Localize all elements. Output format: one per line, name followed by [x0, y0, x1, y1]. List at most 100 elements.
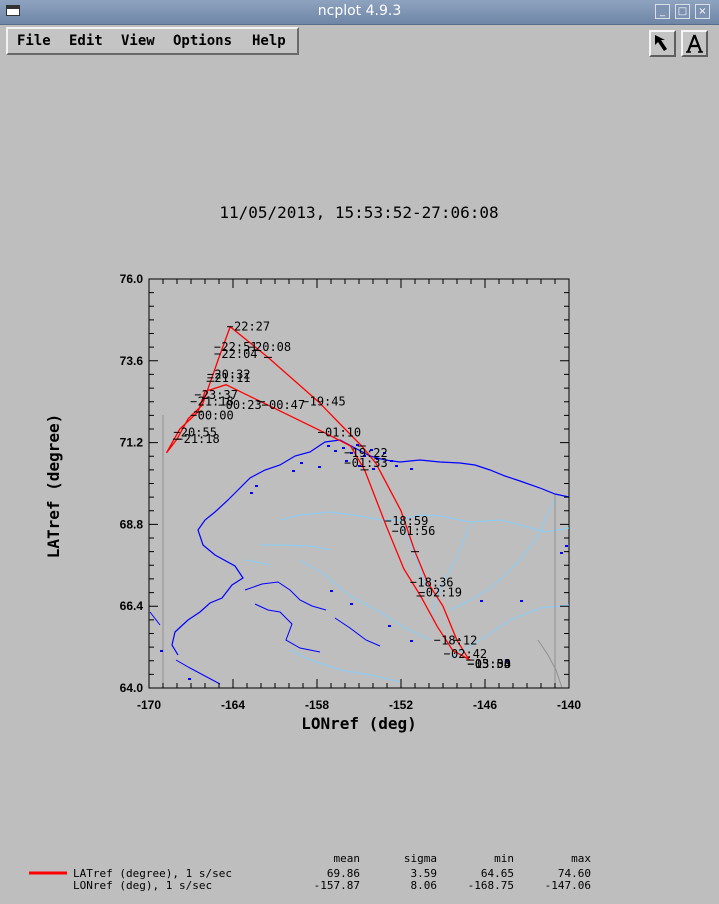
- window-menu-icon[interactable]: [6, 5, 20, 16]
- river-2: [449, 499, 555, 611]
- lake-4: [356, 444, 359, 446]
- lake-3: [350, 452, 353, 454]
- time-label: 20:55: [181, 425, 217, 439]
- time-label: 02:42: [451, 647, 487, 661]
- lake-26: [505, 660, 508, 662]
- track-line: [165, 325, 471, 662]
- legend-series-name: LONref (deg), 1 s/sec: [73, 879, 212, 892]
- maximize-icon[interactable]: □: [675, 4, 690, 19]
- time-label: 01:56: [399, 524, 435, 538]
- lake-0: [327, 445, 330, 447]
- lake-27: [565, 545, 568, 547]
- menu-edit[interactable]: Edit: [69, 33, 103, 49]
- lake-24: [388, 625, 391, 627]
- plot-frame: [148, 278, 570, 689]
- stats-value-max: 74.60: [558, 867, 591, 880]
- time-label: 21:18: [184, 432, 220, 446]
- lake-13: [395, 465, 398, 467]
- menu-options[interactable]: Options: [173, 33, 233, 49]
- river-1: [449, 604, 570, 659]
- coastline: [171, 439, 570, 656]
- lake-9: [390, 460, 393, 462]
- x-tick-label: -158: [305, 698, 329, 712]
- y-tick-label: 71.2: [120, 436, 144, 450]
- stats-header: sigma: [404, 852, 437, 865]
- stats-header: max: [571, 852, 591, 865]
- chart-title: 11/05/2013, 15:53:52-27:06:08: [219, 203, 498, 222]
- axes: -170 -164 -158 -152 -146 -140 64.0 66.4 68.8 71.2…: [120, 272, 582, 712]
- x-tick-label: -146: [473, 698, 497, 712]
- time-label: 01:33: [352, 456, 388, 470]
- time-label: 20:32: [214, 367, 250, 381]
- x-axis-label: LONref (deg): [301, 714, 417, 733]
- base-map: [149, 415, 570, 689]
- y-tick-label: 73.6: [120, 354, 144, 368]
- time-label: 22:04: [221, 347, 257, 361]
- lake-5: [363, 455, 366, 457]
- y-tick-label: 66.4: [120, 599, 144, 613]
- border-line-2: [537, 639, 563, 689]
- lake-23: [350, 603, 353, 605]
- time-label: 18:36: [417, 575, 453, 589]
- time-label: 23:37: [202, 388, 238, 402]
- menu-file[interactable]: File: [17, 33, 51, 49]
- menu-view[interactable]: View: [121, 33, 155, 49]
- lake-14: [410, 468, 413, 470]
- minimize-icon[interactable]: _: [655, 4, 670, 19]
- menu-bar: File Edit View Options Help: [6, 27, 299, 55]
- time-label: 18:59: [392, 514, 428, 528]
- lake-30: [188, 678, 191, 680]
- stats-header: min: [494, 852, 514, 865]
- lake-28: [560, 552, 563, 554]
- stats-value-sigma: 3.59: [411, 867, 438, 880]
- coastline-west: [149, 611, 221, 685]
- stats-value-sigma: 8.06: [411, 879, 438, 892]
- time-label: 03:03: [475, 657, 511, 671]
- x-tick-label: -152: [389, 698, 413, 712]
- stats-value-min: 64.65: [481, 867, 514, 880]
- lake-2: [342, 447, 345, 449]
- time-label: 03:30: [475, 657, 511, 671]
- lake-21: [480, 600, 483, 602]
- river-6: [429, 524, 471, 621]
- time-label: 00:00: [198, 408, 234, 422]
- time-label: 22:27: [234, 320, 270, 334]
- close-icon[interactable]: ×: [695, 4, 710, 19]
- pointer-tool-button[interactable]: [649, 30, 676, 57]
- y-tick-label: 76.0: [120, 272, 144, 286]
- river-5: [289, 649, 401, 683]
- time-label: 20:08: [255, 340, 291, 354]
- legend-series-name: LATref (degree), 1 s/sec: [73, 867, 232, 880]
- time-label: 18:12: [441, 633, 477, 647]
- text-tool-button[interactable]: [681, 30, 708, 57]
- stats-header: mean: [334, 852, 361, 865]
- text-annotate-icon: [686, 34, 703, 53]
- lake-20: [520, 600, 523, 602]
- x-tick-label: -164: [221, 698, 245, 712]
- time-label: 15:54: [475, 657, 511, 671]
- river-4: [244, 544, 331, 566]
- y-tick-label: 64.0: [120, 681, 144, 695]
- x-tick-label: -170: [137, 698, 161, 712]
- arrow-pointer-icon: [655, 35, 667, 51]
- window-titlebar: ncplot 4.9.3 _ □ ×: [0, 0, 719, 25]
- stats-value-mean: -157.87: [314, 879, 360, 892]
- time-label: 00:47: [269, 398, 305, 412]
- lake-19: [250, 492, 253, 494]
- menu-help[interactable]: Help: [252, 33, 286, 49]
- stats-value-min: -168.75: [468, 879, 514, 892]
- stats-value-max: -147.06: [545, 879, 591, 892]
- y-tick-label: 68.8: [120, 517, 144, 531]
- time-label: 22:51: [221, 340, 257, 354]
- time-label: 19:45: [310, 395, 346, 409]
- stats-value-mean: 69.86: [327, 867, 360, 880]
- lake-29: [160, 650, 163, 652]
- lake-8: [383, 452, 386, 454]
- lake-10: [345, 460, 348, 462]
- lake-1: [334, 450, 337, 452]
- lake-25: [410, 640, 413, 642]
- time-label: 19:22: [352, 446, 388, 460]
- lake-18: [255, 485, 258, 487]
- time-label: 01:10: [325, 425, 361, 439]
